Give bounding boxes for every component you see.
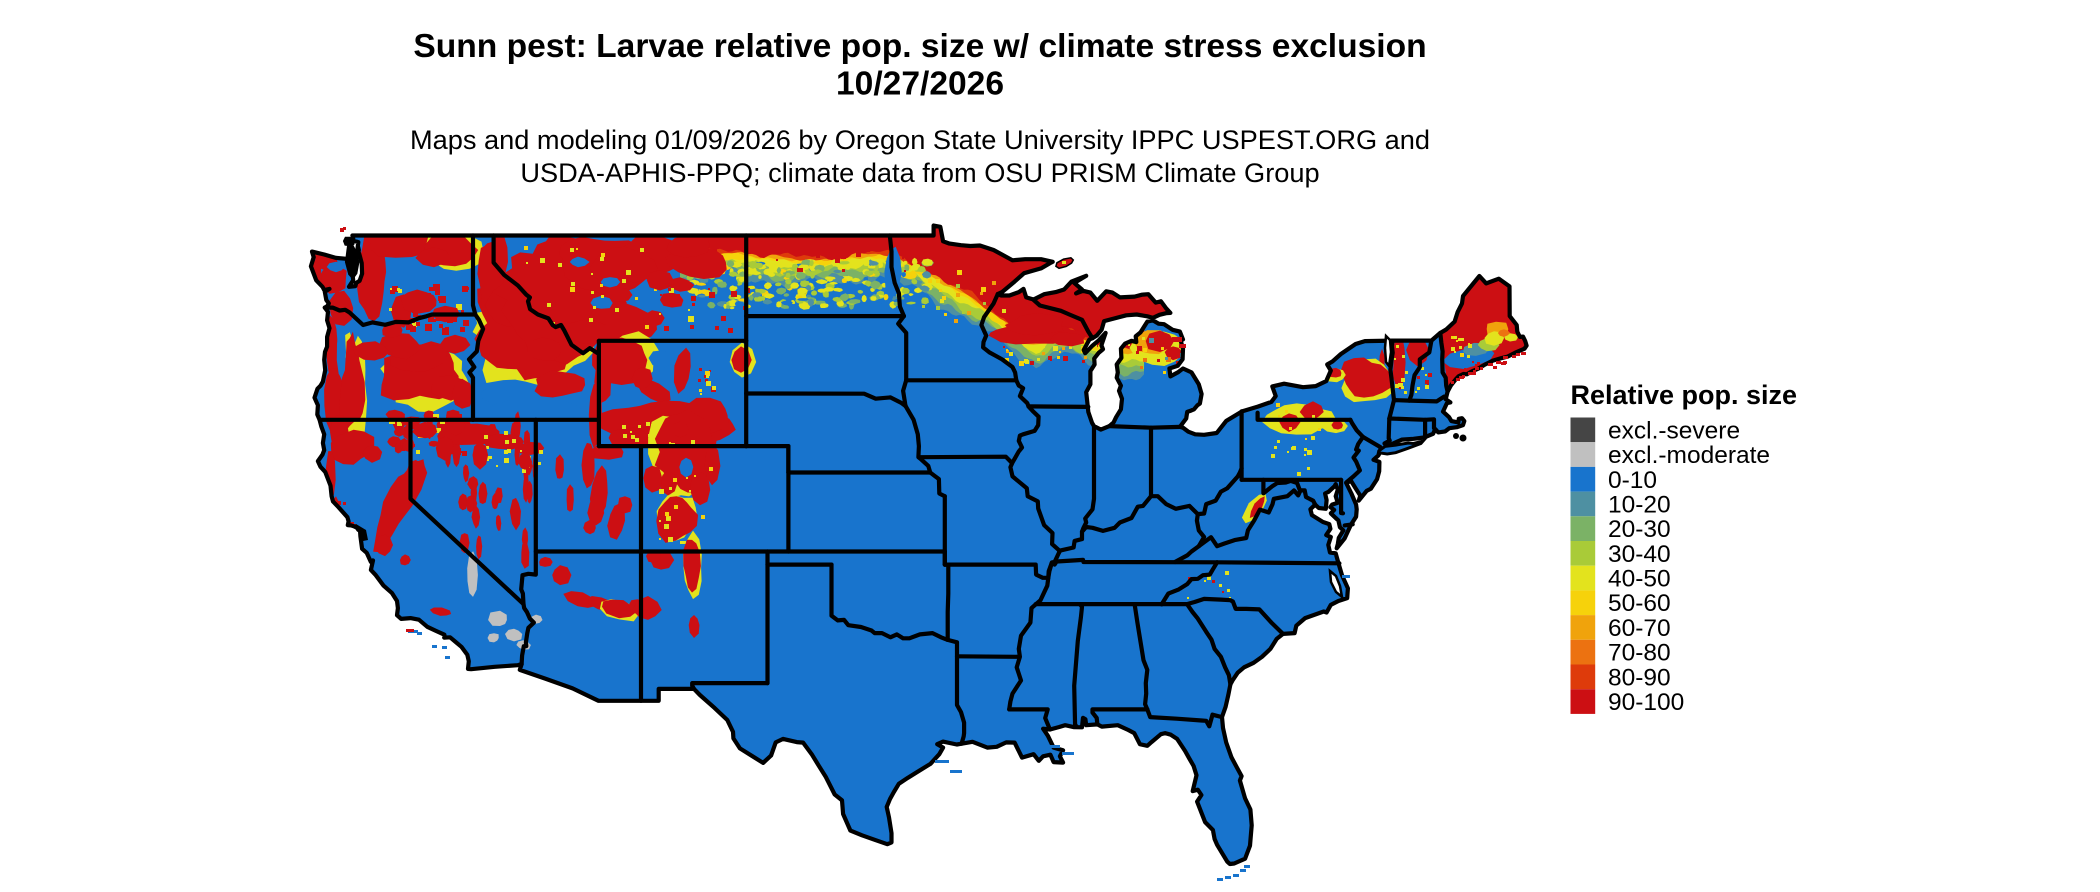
- svg-text:10/27/2026: 10/27/2026: [836, 66, 1004, 103]
- svg-text:30-40: 30-40: [1608, 541, 1671, 568]
- svg-text:90-100: 90-100: [1608, 689, 1684, 716]
- svg-text:20-30: 20-30: [1608, 516, 1671, 543]
- svg-text:80-90: 80-90: [1608, 664, 1671, 691]
- svg-text:excl.-severe: excl.-severe: [1608, 417, 1740, 444]
- svg-text:Relative pop. size: Relative pop. size: [1571, 380, 1798, 410]
- svg-text:Sunn pest: Larvae relative pop: Sunn pest: Larvae relative pop. size w/ …: [413, 28, 1426, 65]
- svg-text:Maps and modeling 01/09/2026 b: Maps and modeling 01/09/2026 by Oregon S…: [410, 124, 1430, 155]
- svg-text:70-80: 70-80: [1608, 640, 1671, 667]
- svg-text:40-50: 40-50: [1608, 566, 1671, 593]
- svg-text:USDA-APHIS-PPQ; climate data f: USDA-APHIS-PPQ; climate data from OSU PR…: [520, 157, 1319, 188]
- svg-text:excl.-moderate: excl.-moderate: [1608, 442, 1770, 469]
- svg-text:50-60: 50-60: [1608, 590, 1671, 617]
- svg-text:10-20: 10-20: [1608, 492, 1671, 519]
- svg-text:0-10: 0-10: [1608, 467, 1657, 494]
- svg-text:60-70: 60-70: [1608, 615, 1671, 642]
